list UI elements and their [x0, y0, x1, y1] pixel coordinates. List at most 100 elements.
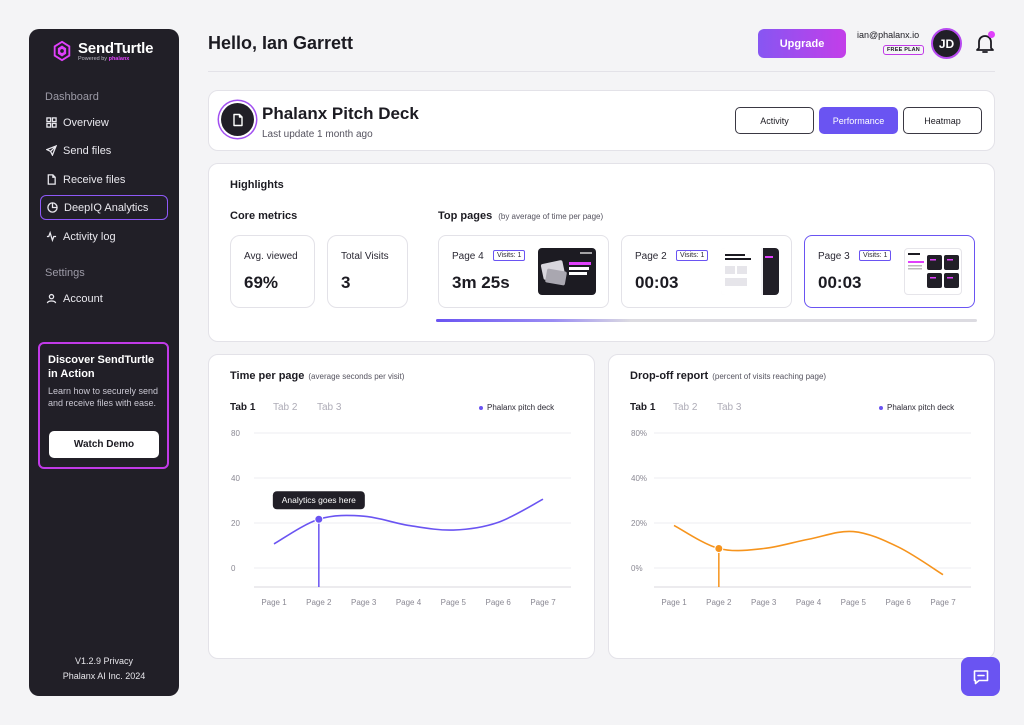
- chart-tab-2[interactable]: Tab 2: [273, 402, 298, 413]
- top-pages-scroll-thumb[interactable]: [436, 319, 631, 322]
- x-tick-label: Page 2: [706, 598, 732, 607]
- top-pages-heading: Top pages (by average of time per page): [438, 210, 603, 222]
- document-last-update: Last update 1 month ago: [262, 129, 373, 140]
- page-name: Page 2: [635, 251, 667, 262]
- x-tick-label: Page 3: [351, 598, 377, 607]
- y-tick-label: 80: [231, 429, 240, 438]
- chart-title: Drop-off report: [630, 370, 709, 382]
- dropoff-chart-title-row: Drop-off report (percent of visits reachi…: [630, 370, 826, 382]
- y-tick-label: 80%: [631, 429, 647, 438]
- page-name: Page 4: [452, 251, 484, 262]
- promo-text: Learn how to securely send and receive f…: [48, 386, 159, 408]
- series-line: [673, 524, 944, 576]
- time-chart-title-row: Time per page (average seconds per visit): [230, 370, 404, 382]
- sidebar-item-label: Activity log: [63, 230, 116, 243]
- y-tick-label: 0%: [631, 564, 643, 573]
- x-tick-label: Page 1: [661, 598, 687, 607]
- greeting: Hello, Ian Garrett: [208, 33, 354, 53]
- watch-demo-button[interactable]: Watch Demo: [49, 431, 159, 458]
- sidebar-item-label: Account: [63, 292, 103, 305]
- plan-badge: FREE PLAN: [883, 45, 924, 55]
- y-tick-label: 40%: [631, 474, 647, 483]
- tab-performance[interactable]: Performance: [819, 107, 898, 134]
- sidebar-item-overview[interactable]: Overview: [40, 110, 168, 135]
- header-divider: [208, 71, 995, 72]
- page-name: Page 3: [818, 251, 850, 262]
- x-tick-label: Page 2: [306, 598, 332, 607]
- drop-off-chart[interactable]: 80% 40% 20% 0% Page 1 Page 2 Page 3 Page 4 Page …: [609, 355, 996, 660]
- chart-tab-3[interactable]: Tab 3: [717, 402, 742, 413]
- document-icon: [221, 103, 254, 136]
- x-tick-label: Page 4: [796, 598, 822, 607]
- chart-tab-2[interactable]: Tab 2: [673, 402, 698, 413]
- document-title: Phalanx Pitch Deck: [262, 104, 419, 123]
- highlights-title: Highlights: [230, 179, 284, 191]
- legend-label: Phalanx pitch deck: [487, 403, 555, 412]
- sidebar-item-activity-log[interactable]: Activity log: [40, 224, 168, 249]
- chat-button[interactable]: [961, 657, 1000, 696]
- x-tick-label: Page 5: [841, 598, 867, 607]
- data-point: [714, 544, 724, 553]
- promo-title: Discover SendTurtle in Action: [48, 354, 155, 380]
- tab-heatmap[interactable]: Heatmap: [903, 107, 982, 134]
- section-dashboard: Dashboard: [45, 91, 99, 103]
- page-time: 3m 25s: [452, 273, 510, 292]
- metric-label: Avg. viewed: [244, 251, 298, 262]
- chart-note: (percent of visits reaching page): [712, 372, 827, 381]
- sidebar-item-label: Overview: [63, 116, 109, 129]
- sidebar-item-account[interactable]: Account: [40, 286, 168, 311]
- logo[interactable]: SendTurtle Powered by phalanx: [51, 40, 153, 62]
- tooltip-text: Analytics goes here: [282, 495, 356, 505]
- drop-off-report-card: Drop-off report (percent of visits reachi…: [608, 354, 995, 659]
- avatar[interactable]: JD: [931, 28, 962, 59]
- y-tick-label: 20: [231, 519, 240, 528]
- copyright: Phalanx AI Inc. 2024: [62, 671, 146, 681]
- x-tick-label: Page 6: [485, 598, 511, 607]
- x-tick-label: Page 7: [930, 598, 956, 607]
- top-page-card[interactable]: Page 4 Visits: 1 3m 25s: [438, 235, 609, 308]
- upgrade-button[interactable]: Upgrade: [758, 29, 846, 58]
- file-icon: [47, 174, 56, 185]
- chart-tab-1[interactable]: Tab 1: [230, 402, 256, 413]
- visits-badge: Visits: 1: [859, 250, 892, 261]
- turtle-logo-icon: [53, 40, 71, 62]
- metric-avg-viewed: Avg. viewed 69%: [230, 235, 315, 308]
- x-tick-label: Page 7: [530, 598, 556, 607]
- chart-legend: Phalanx pitch deck: [479, 403, 554, 412]
- x-tick-label: Page 3: [751, 598, 777, 607]
- metric-total-visits: Total Visits 3: [327, 235, 408, 308]
- x-tick-label: Page 1: [261, 598, 287, 607]
- brand-name: SendTurtle: [78, 40, 154, 57]
- version-privacy-link[interactable]: V1.2.9 Privacy: [74, 656, 134, 666]
- x-tick-label: Page 6: [885, 598, 911, 607]
- legend-label: Phalanx pitch deck: [887, 403, 955, 412]
- sidebar-item-send-files[interactable]: Send files: [40, 138, 168, 163]
- visits-badge: Visits: 1: [493, 250, 526, 261]
- chat-icon: [973, 669, 988, 684]
- page-thumbnail: [721, 248, 779, 295]
- promo-card: Discover SendTurtle in Action Learn how …: [38, 342, 169, 469]
- chart-tab-1[interactable]: Tab 1: [630, 402, 656, 413]
- top-page-card-selected[interactable]: Page 3 Visits: 1 00:03: [804, 235, 975, 308]
- sidebar: SendTurtle Powered by phalanx Dashboard …: [29, 29, 179, 696]
- section-settings: Settings: [45, 267, 85, 279]
- top-pages-scroll-track[interactable]: [436, 319, 977, 322]
- sidebar-item-label: DeepIQ Analytics: [64, 201, 149, 214]
- tab-activity[interactable]: Activity: [735, 107, 814, 134]
- chart-tab-3[interactable]: Tab 3: [317, 402, 342, 413]
- time-per-page-chart[interactable]: 80 40 20 0 Page 1 Page 2 Page 3 Page 4 Page 5 Pag…: [209, 355, 596, 660]
- activity-icon: [46, 231, 57, 242]
- visits-badge: Visits: 1: [676, 250, 709, 261]
- page-time: 00:03: [635, 273, 679, 292]
- pie-chart-icon: [47, 202, 58, 213]
- top-page-card[interactable]: Page 2 Visits: 1 00:03: [621, 235, 792, 308]
- user-email: ian@phalanx.io: [857, 30, 920, 40]
- sidebar-item-receive-files[interactable]: Receive files: [40, 167, 168, 192]
- sidebar-item-deepiq-analytics[interactable]: DeepIQ Analytics: [40, 195, 168, 220]
- x-tick-label: Page 4: [396, 598, 422, 607]
- highlights-card: Highlights Core metrics Top pages (by ave…: [208, 163, 995, 342]
- notification-dot: [988, 31, 995, 38]
- core-metrics-title: Core metrics: [230, 210, 298, 222]
- y-tick-label: 20%: [631, 519, 647, 528]
- bell-icon[interactable]: [973, 31, 997, 55]
